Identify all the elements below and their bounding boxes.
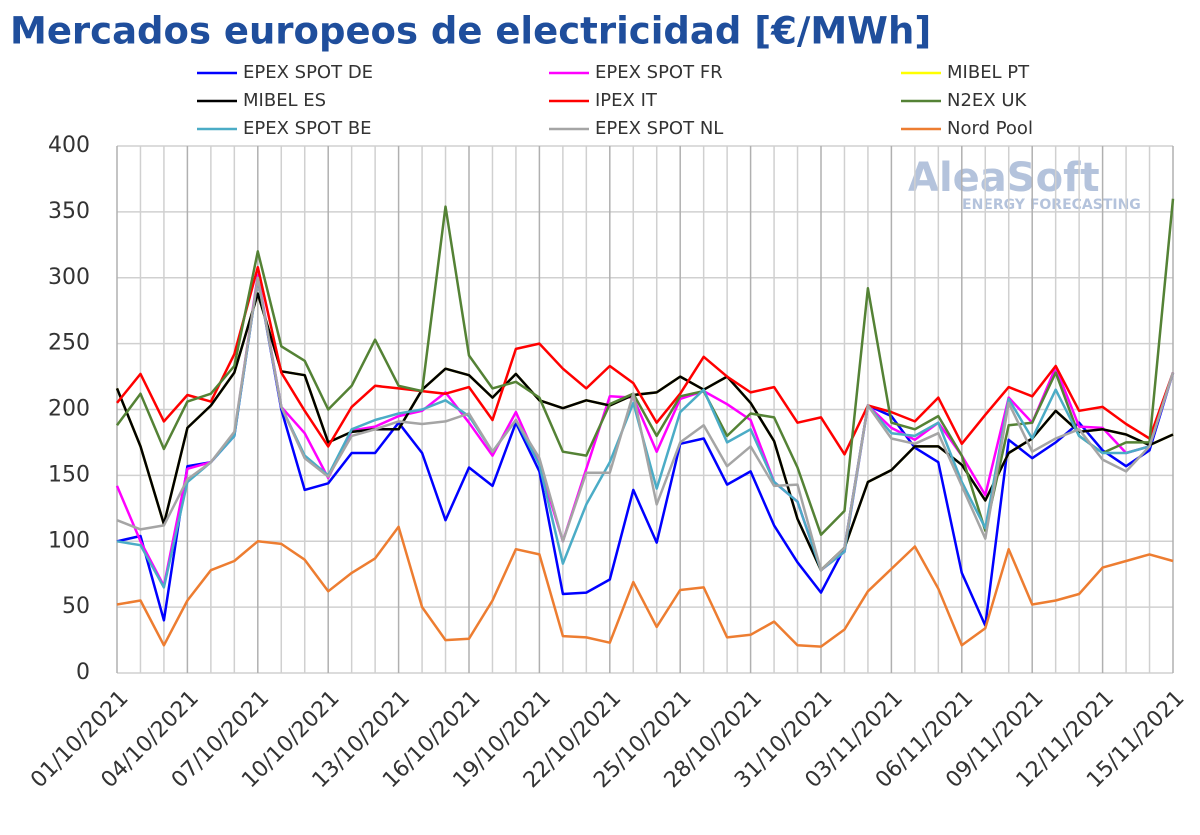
y-tick-label: 200 (48, 397, 90, 422)
y-tick-label: 300 (48, 265, 90, 290)
y-tick-label: 100 (48, 528, 90, 553)
legend-label: Nord Pool (947, 118, 1033, 139)
y-tick-label: 350 (48, 199, 90, 224)
watermark-subtitle: ENERGY FORECASTING (962, 197, 1141, 213)
legend-label: MIBEL PT (947, 62, 1030, 83)
series-line (116, 276, 1175, 627)
series-line (115, 273, 1175, 588)
legend-label: EPEX SPOT FR (595, 62, 723, 83)
legend-label: IPEX IT (595, 90, 658, 111)
series-line (116, 276, 1175, 572)
legend-label: N2EX UK (947, 90, 1028, 111)
series-line (116, 265, 1175, 456)
series-line (115, 292, 1174, 572)
watermark: AleaSoft (908, 155, 1100, 201)
chart-title: Mercados europeos de electricidad [€/MWh… (10, 10, 931, 53)
series-line (116, 525, 1174, 648)
legend-label: EPEX SPOT BE (243, 118, 372, 139)
y-tick-label: 0 (76, 660, 90, 685)
y-tick-label: 50 (62, 594, 90, 619)
y-tick-label: 400 (48, 133, 90, 158)
legend-label: EPEX SPOT DE (243, 62, 373, 83)
y-tick-label: 150 (48, 462, 90, 487)
series-line (115, 292, 1174, 572)
y-tick-label: 250 (48, 331, 90, 356)
legend-label: EPEX SPOT NL (595, 118, 723, 139)
legend-label: MIBEL ES (243, 90, 326, 111)
